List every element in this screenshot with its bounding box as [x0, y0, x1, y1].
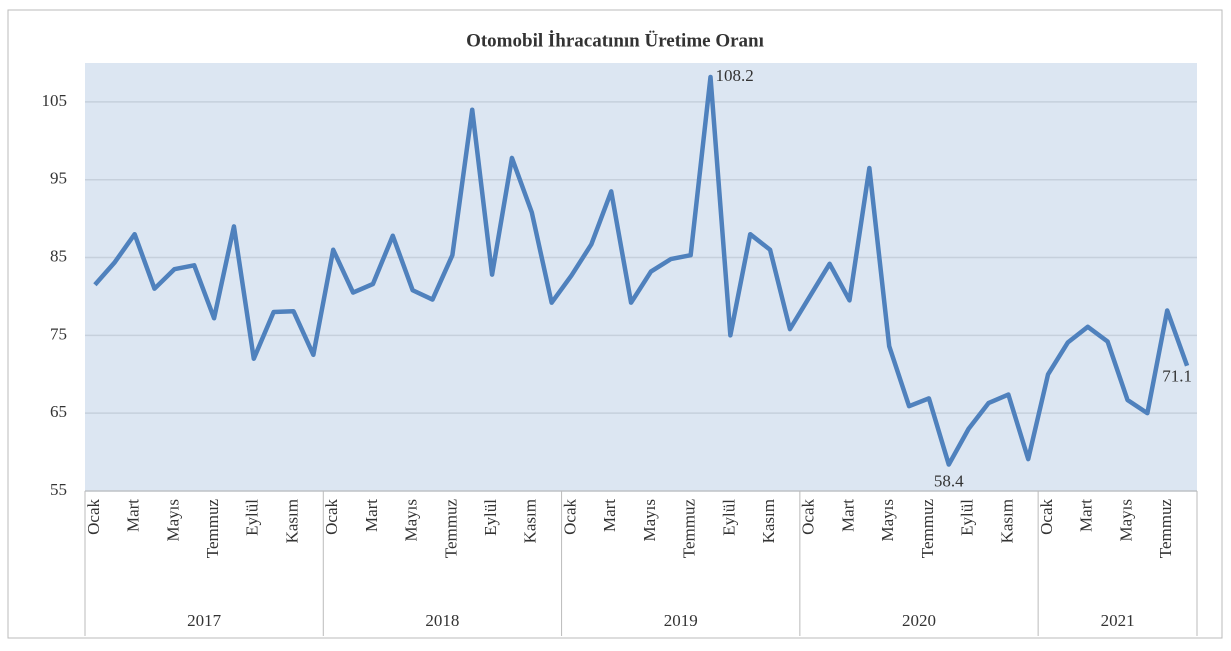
x-tick-label: Mayıs: [402, 499, 421, 542]
year-label: 2020: [902, 611, 936, 630]
x-tick-label: Eylül: [958, 499, 977, 536]
x-tick-label: Ocak: [1037, 499, 1056, 535]
series-line: [93, 74, 1190, 467]
x-tick-label: Mayıs: [163, 499, 182, 542]
x-tick-label: Temmuz: [441, 499, 460, 559]
x-tick-label: Mayıs: [878, 499, 897, 542]
plot-area: [85, 63, 1197, 491]
x-tick-label: Mayıs: [640, 499, 659, 542]
x-tick-label: Kasım: [282, 499, 301, 543]
year-label: 2021: [1101, 611, 1135, 630]
x-tick-label: Mart: [600, 499, 619, 532]
x-tick-label: Eylül: [243, 499, 262, 536]
year-label: 2017: [187, 611, 222, 630]
year-label: 2018: [425, 611, 459, 630]
y-tick-label: 95: [50, 169, 67, 188]
y-tick-label: 105: [42, 91, 68, 110]
chart-title: Otomobil İhracatının Üretime Oranı: [466, 30, 764, 51]
x-tick-label: Mart: [1077, 499, 1096, 532]
x-tick-label: Ocak: [322, 499, 341, 535]
data-label: 58.4: [934, 471, 964, 490]
y-tick-label: 55: [50, 480, 67, 499]
x-tick-label: Kasım: [521, 499, 540, 543]
x-tick-label: Mart: [124, 499, 143, 532]
x-tick-label: Mart: [838, 499, 857, 532]
y-tick-label: 65: [50, 402, 67, 421]
x-tick-label: Eylül: [481, 499, 500, 536]
x-tick-label: Mayıs: [1116, 499, 1135, 542]
x-tick-label: Mart: [362, 499, 381, 532]
data-label: 71.1: [1162, 367, 1192, 386]
x-tick-label: Ocak: [799, 499, 818, 535]
y-tick-label: 75: [50, 324, 67, 343]
x-tick-label: Kasım: [759, 499, 778, 543]
x-tick-label: Kasım: [997, 499, 1016, 543]
x-tick-label: Eylül: [719, 499, 738, 536]
x-tick-label: Temmuz: [203, 499, 222, 559]
x-tick-label: Temmuz: [918, 499, 937, 559]
data-label: 108.2: [716, 66, 754, 85]
y-tick-label: 85: [50, 246, 67, 265]
x-tick-label: Temmuz: [680, 499, 699, 559]
year-label: 2019: [664, 611, 698, 630]
x-tick-label: Ocak: [84, 499, 103, 535]
x-tick-label: Ocak: [560, 499, 579, 535]
x-tick-label: Temmuz: [1156, 499, 1175, 559]
